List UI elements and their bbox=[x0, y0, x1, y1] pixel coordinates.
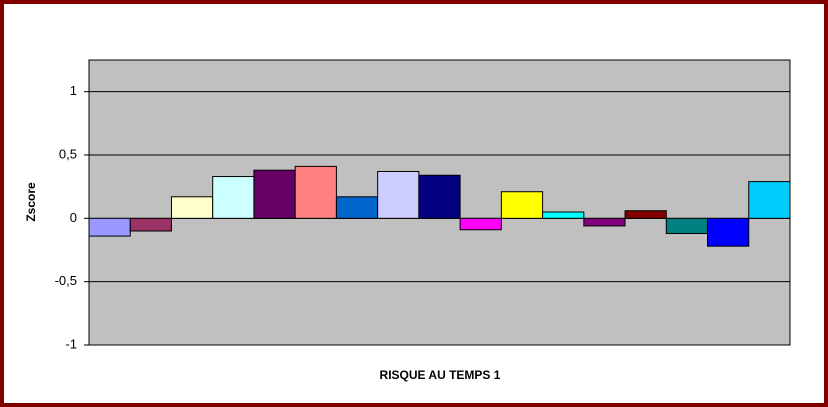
bar bbox=[500, 191, 544, 219]
bar bbox=[88, 217, 131, 237]
y-tick-label: 0 bbox=[70, 210, 77, 225]
y-tick-label: 1 bbox=[70, 83, 77, 98]
bar bbox=[748, 181, 791, 219]
bar bbox=[294, 165, 337, 219]
y-axis-title: Zscore bbox=[24, 182, 38, 222]
y-tick-label: -0,5 bbox=[55, 273, 77, 288]
bar bbox=[665, 217, 709, 235]
bar bbox=[418, 174, 461, 219]
bar bbox=[170, 196, 214, 219]
y-tick-label: 0,5 bbox=[59, 146, 77, 161]
bar bbox=[542, 211, 585, 219]
bar bbox=[129, 217, 172, 232]
bar bbox=[583, 217, 626, 227]
bar bbox=[253, 169, 296, 219]
bar bbox=[707, 217, 750, 247]
bar bbox=[459, 217, 502, 231]
x-axis-title: RISQUE AU TEMPS 1 bbox=[380, 368, 501, 382]
bar bbox=[624, 210, 667, 219]
bar bbox=[212, 176, 255, 219]
bar bbox=[377, 170, 420, 219]
plot-border bbox=[88, 59, 791, 346]
y-tick-label: -1 bbox=[65, 336, 77, 351]
bar bbox=[335, 196, 379, 219]
